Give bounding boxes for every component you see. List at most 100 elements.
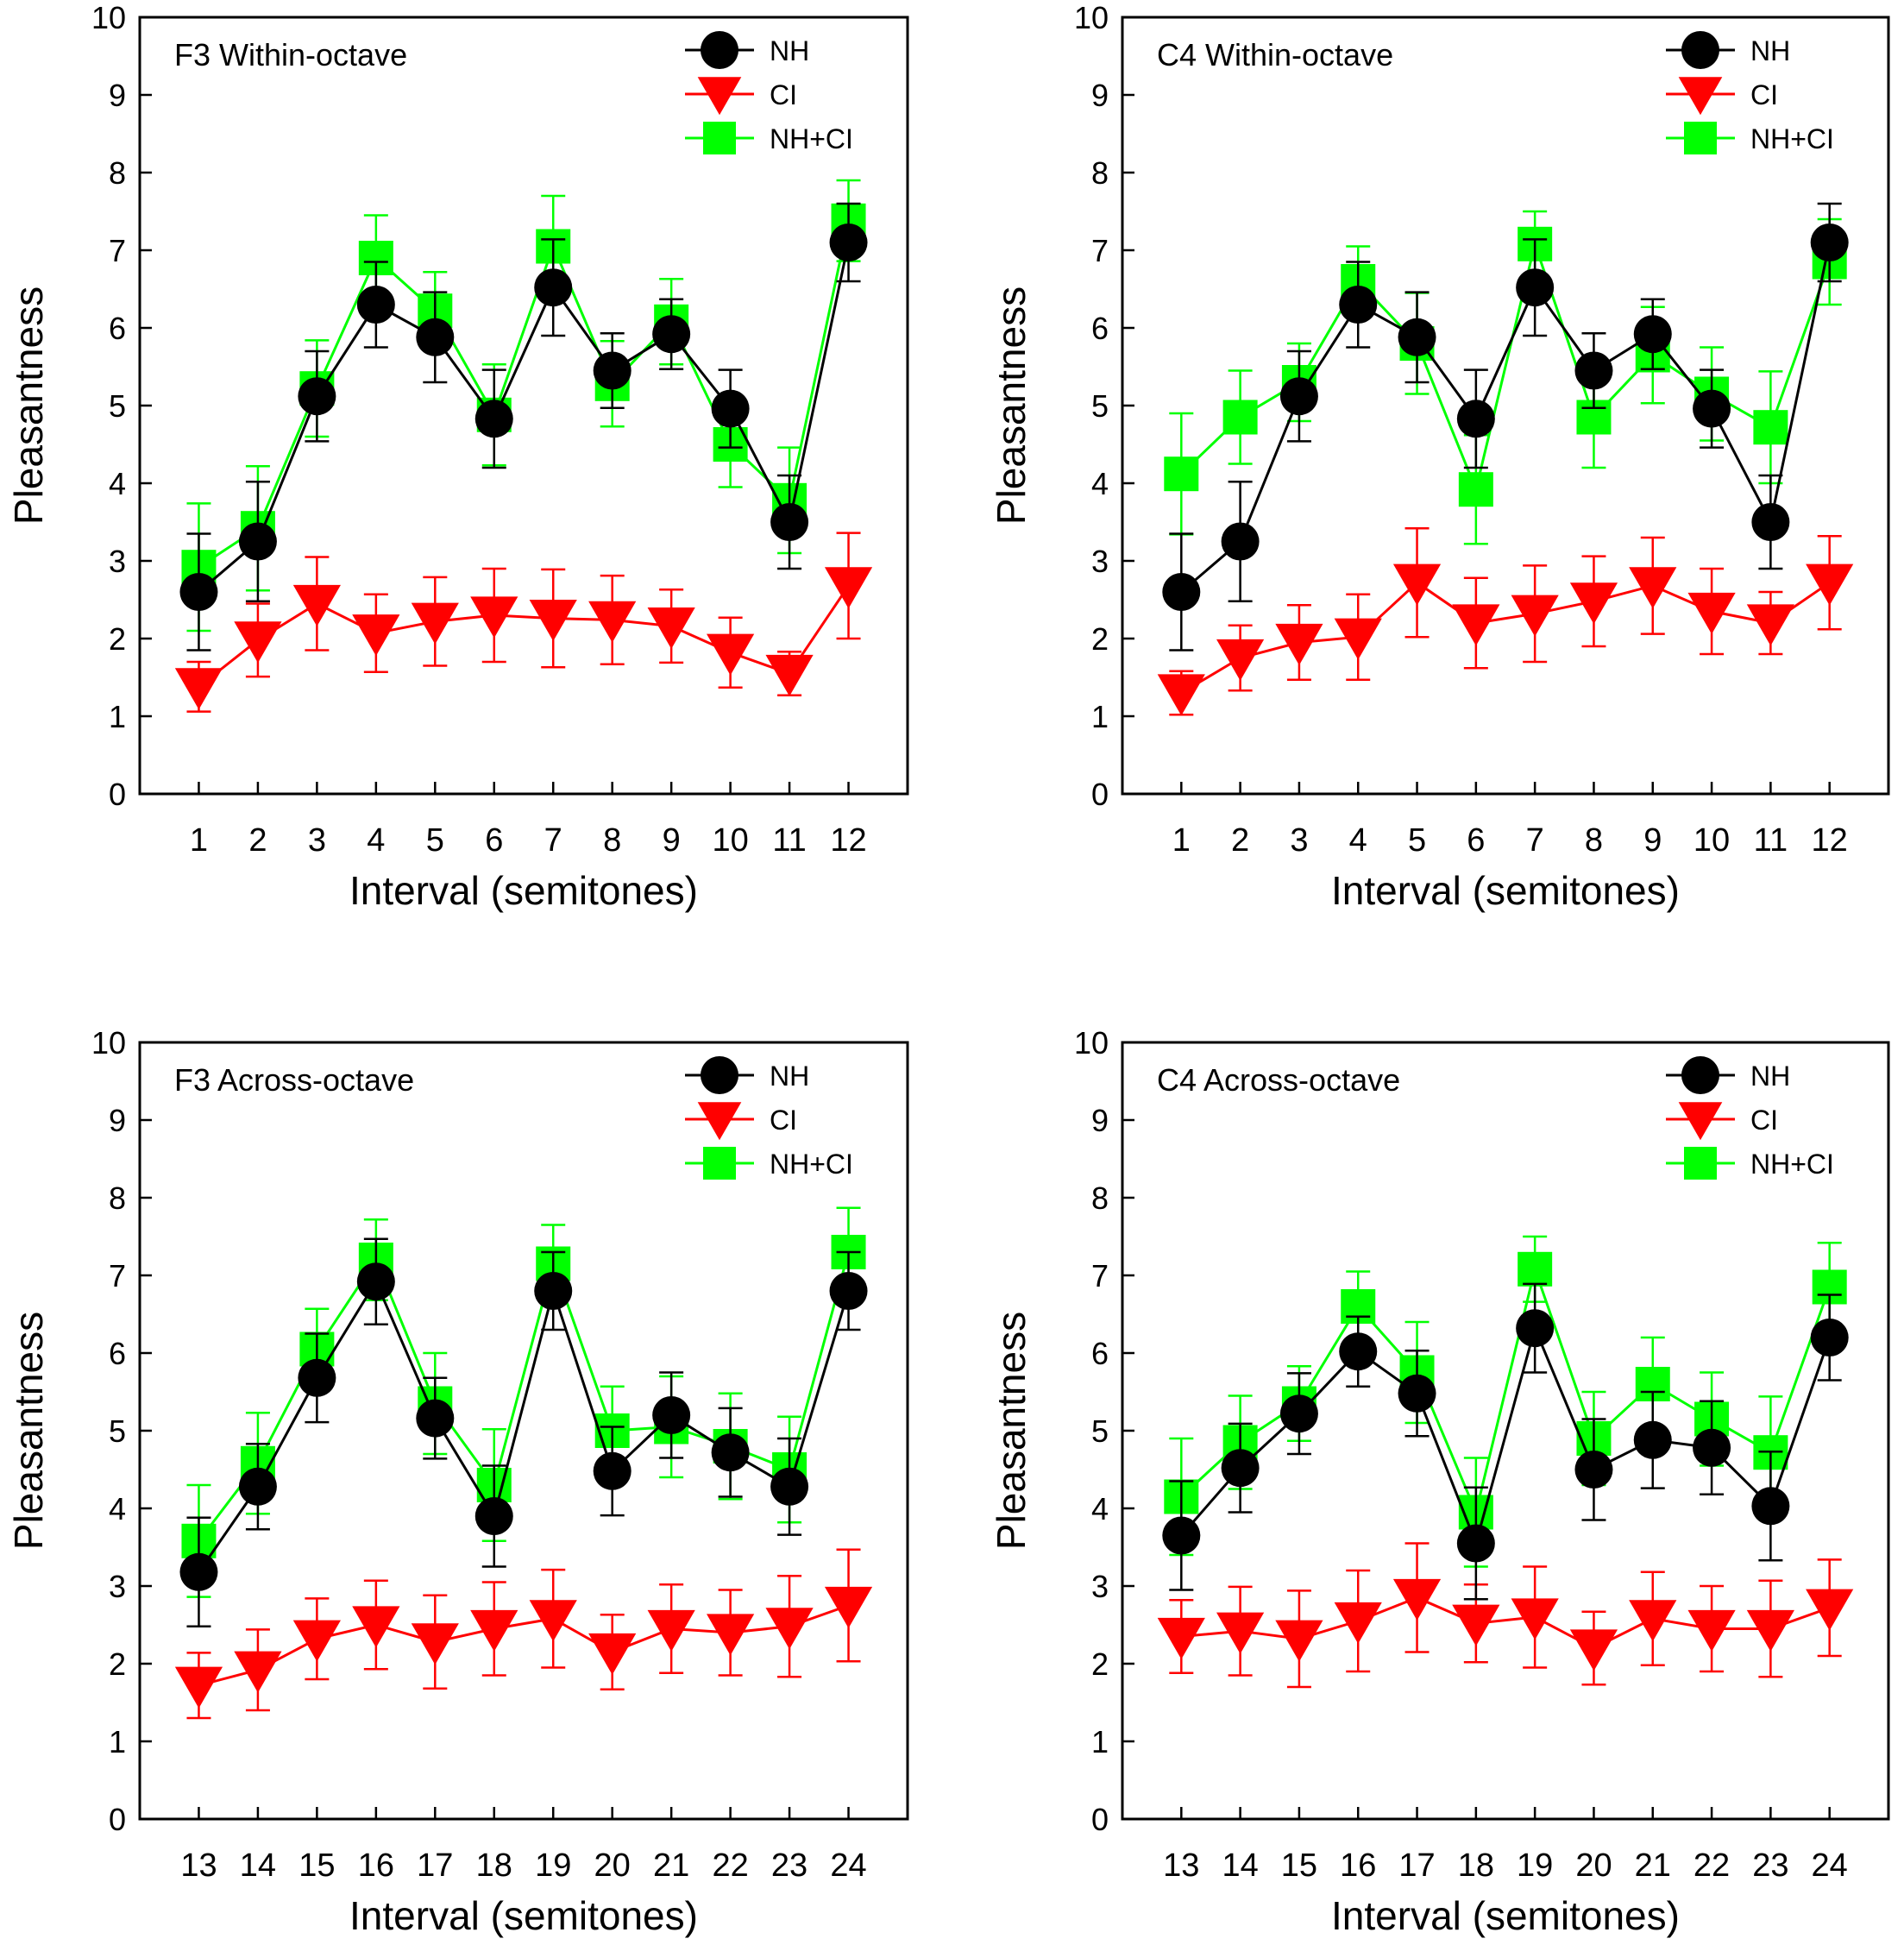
legend-marker bbox=[703, 1147, 736, 1180]
data-point bbox=[1334, 1602, 1382, 1644]
legend-entry: NH bbox=[685, 31, 809, 69]
data-point bbox=[292, 584, 341, 626]
data-point bbox=[474, 1497, 513, 1535]
legend-label: NH+CI bbox=[1750, 123, 1834, 154]
data-point bbox=[1746, 604, 1794, 646]
x-tick-label: 21 bbox=[653, 1847, 689, 1884]
series-line bbox=[1180, 242, 1832, 594]
data-point bbox=[1398, 318, 1436, 356]
series-line bbox=[198, 242, 851, 594]
data-point bbox=[1693, 389, 1731, 428]
x-tick-label: 17 bbox=[417, 1847, 453, 1884]
y-tick-label: 3 bbox=[1091, 544, 1109, 579]
y-tick-label: 3 bbox=[1091, 1569, 1109, 1604]
data-point bbox=[1511, 1598, 1559, 1640]
data-point bbox=[1222, 400, 1258, 435]
x-tick-label: 5 bbox=[426, 822, 444, 859]
x-tick-label: 20 bbox=[594, 1847, 631, 1884]
data-point bbox=[1157, 1617, 1205, 1659]
data-point bbox=[588, 601, 637, 643]
x-tick-label: 23 bbox=[1752, 1847, 1788, 1884]
data-point bbox=[1687, 1609, 1736, 1652]
data-point bbox=[647, 607, 695, 649]
x-tick-label: 16 bbox=[358, 1847, 394, 1884]
legend-label: NH bbox=[770, 35, 809, 66]
data-point bbox=[1452, 604, 1500, 646]
x-tick-label: 14 bbox=[1222, 1847, 1258, 1884]
x-tick-label: 12 bbox=[830, 822, 866, 859]
data-point bbox=[1574, 1451, 1613, 1489]
data-point bbox=[238, 1467, 277, 1506]
data-point bbox=[1746, 1609, 1794, 1652]
data-point bbox=[765, 1608, 814, 1650]
x-tick-label: 9 bbox=[1643, 822, 1662, 859]
y-tick-label: 3 bbox=[109, 1569, 126, 1604]
y-tick-label: 5 bbox=[109, 388, 126, 424]
x-tick-label: 6 bbox=[485, 822, 503, 859]
legend-entry: CI bbox=[685, 1102, 797, 1141]
data-point bbox=[1516, 1309, 1555, 1348]
data-point bbox=[1279, 377, 1318, 416]
series-line bbox=[1180, 581, 1831, 695]
y-tick-label: 2 bbox=[1091, 1646, 1109, 1682]
data-point bbox=[1810, 223, 1849, 261]
y-tick-label: 0 bbox=[1091, 777, 1109, 812]
data-point bbox=[234, 1651, 282, 1693]
data-point bbox=[470, 596, 518, 639]
data-point bbox=[352, 614, 400, 657]
y-tick-label: 2 bbox=[109, 621, 126, 657]
data-point bbox=[707, 1614, 755, 1656]
legend-label: NH+CI bbox=[770, 123, 853, 154]
legend-entry: NH+CI bbox=[1666, 122, 1834, 154]
legend-marker bbox=[1684, 1147, 1717, 1180]
x-tick-label: 2 bbox=[1231, 822, 1249, 859]
data-point bbox=[593, 1451, 632, 1490]
x-tick-label: 3 bbox=[308, 822, 326, 859]
legend-entry: CI bbox=[685, 77, 797, 116]
legend-entry: NH+CI bbox=[685, 1147, 853, 1180]
x-tick-label: 2 bbox=[248, 822, 267, 859]
x-tick-label: 18 bbox=[476, 1847, 512, 1884]
data-point bbox=[298, 377, 336, 416]
data-point bbox=[238, 522, 277, 561]
legend-marker bbox=[1678, 77, 1723, 116]
data-point bbox=[1275, 623, 1323, 665]
legend-marker bbox=[697, 1102, 742, 1141]
data-point bbox=[1334, 618, 1382, 660]
data-point bbox=[1456, 400, 1495, 438]
y-tick-label: 4 bbox=[109, 466, 126, 501]
x-tick-label: 3 bbox=[1290, 822, 1308, 859]
x-tick-label: 13 bbox=[180, 1847, 217, 1884]
y-axis-label: Pleasantness bbox=[6, 1312, 51, 1550]
x-tick-label: 17 bbox=[1398, 1847, 1435, 1884]
y-tick-label: 7 bbox=[1091, 233, 1109, 268]
data-point bbox=[1339, 286, 1378, 324]
y-axis-label: Pleasantness bbox=[989, 1312, 1034, 1550]
data-point bbox=[474, 400, 513, 438]
legend-label: CI bbox=[1750, 79, 1778, 110]
x-tick-label: 8 bbox=[1585, 822, 1603, 859]
y-tick-label: 4 bbox=[1091, 466, 1109, 501]
y-tick-label: 10 bbox=[91, 1025, 126, 1061]
x-tick-label: 7 bbox=[544, 822, 562, 859]
series-ci bbox=[1157, 1542, 1854, 1689]
legend-label: CI bbox=[770, 79, 797, 110]
data-point bbox=[1687, 592, 1736, 634]
data-point bbox=[588, 1633, 637, 1675]
data-point bbox=[829, 1272, 868, 1310]
y-tick-label: 9 bbox=[1091, 1103, 1109, 1138]
data-point bbox=[1806, 1589, 1854, 1631]
series-nh-plus-ci bbox=[1164, 210, 1847, 545]
legend-label: CI bbox=[770, 1105, 797, 1136]
series-ci bbox=[174, 1548, 873, 1720]
data-point bbox=[1339, 1332, 1378, 1371]
legend-marker bbox=[697, 77, 742, 116]
x-tick-label: 19 bbox=[535, 1847, 571, 1884]
legend-entry: CI bbox=[1666, 1102, 1778, 1141]
legend-marker bbox=[1681, 31, 1719, 69]
legend-entry: NH+CI bbox=[1666, 1147, 1834, 1180]
y-tick-label: 5 bbox=[1091, 388, 1109, 424]
x-tick-label: 11 bbox=[772, 822, 806, 859]
